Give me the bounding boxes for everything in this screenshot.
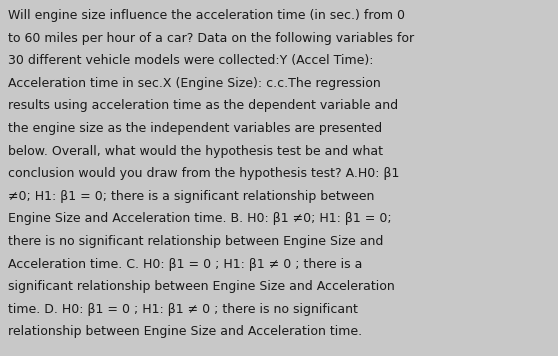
Text: significant relationship between Engine Size and Acceleration: significant relationship between Engine … bbox=[8, 280, 395, 293]
Text: results using acceleration time as the dependent variable and: results using acceleration time as the d… bbox=[8, 99, 398, 112]
Text: there is no significant relationship between Engine Size and: there is no significant relationship bet… bbox=[8, 235, 384, 248]
Text: 30 different vehicle models were collected:Y (Accel Time):: 30 different vehicle models were collect… bbox=[8, 54, 374, 67]
Text: conclusion would you draw from the hypothesis test? A.H0: β1: conclusion would you draw from the hypot… bbox=[8, 167, 400, 180]
Text: below. Overall, what would the hypothesis test be and what: below. Overall, what would the hypothesi… bbox=[8, 145, 383, 158]
Text: Engine Size and Acceleration time. B. H0: β1 ≠0; H1: β1 = 0;: Engine Size and Acceleration time. B. H0… bbox=[8, 212, 392, 225]
Text: Acceleration time in sec.X (Engine Size): c.c.The regression: Acceleration time in sec.X (Engine Size)… bbox=[8, 77, 381, 90]
Text: Will engine size influence the acceleration time (in sec.) from 0: Will engine size influence the accelerat… bbox=[8, 9, 405, 22]
Text: Acceleration time. C. H0: β1 = 0 ; H1: β1 ≠ 0 ; there is a: Acceleration time. C. H0: β1 = 0 ; H1: β… bbox=[8, 258, 363, 271]
Text: to 60 miles per hour of a car? Data on the following variables for: to 60 miles per hour of a car? Data on t… bbox=[8, 32, 415, 44]
Text: time. D. H0: β1 = 0 ; H1: β1 ≠ 0 ; there is no significant: time. D. H0: β1 = 0 ; H1: β1 ≠ 0 ; there… bbox=[8, 303, 358, 316]
Text: the engine size as the independent variables are presented: the engine size as the independent varia… bbox=[8, 122, 382, 135]
Text: ≠0; H1: β1 = 0; there is a significant relationship between: ≠0; H1: β1 = 0; there is a significant r… bbox=[8, 190, 375, 203]
Text: relationship between Engine Size and Acceleration time.: relationship between Engine Size and Acc… bbox=[8, 325, 363, 339]
